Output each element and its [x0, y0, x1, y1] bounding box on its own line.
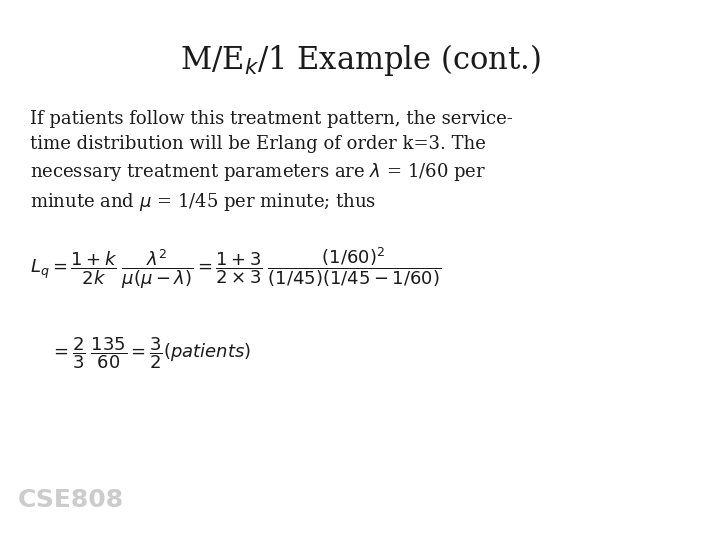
Text: M/E$_k$/1 Example (cont.): M/E$_k$/1 Example (cont.) — [180, 42, 540, 78]
Text: $L_q = \dfrac{1+k}{2k}\;\dfrac{\lambda^{2}}{\mu(\mu-\lambda)} = \dfrac{1+3}{2\ti: $L_q = \dfrac{1+k}{2k}\;\dfrac{\lambda^{… — [30, 245, 441, 291]
Text: CSE808: CSE808 — [18, 488, 124, 512]
Text: If patients follow this treatment pattern, the service-
time distribution will b: If patients follow this treatment patter… — [30, 110, 513, 213]
Text: $= \dfrac{2}{3}\;\dfrac{135}{60} = \dfrac{3}{2}(\mathit{patients})$: $= \dfrac{2}{3}\;\dfrac{135}{60} = \dfra… — [50, 335, 251, 370]
